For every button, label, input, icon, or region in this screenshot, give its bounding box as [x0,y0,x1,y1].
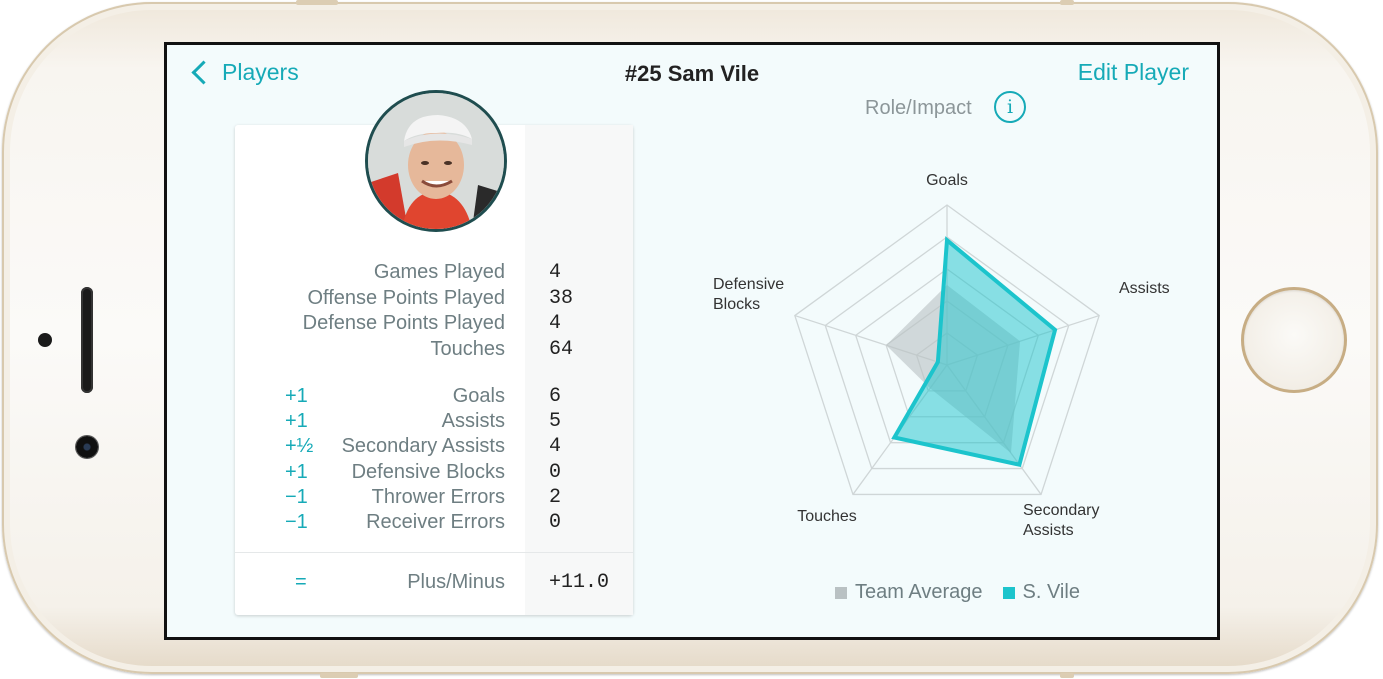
role-impact-radar-chart: Goals Assists Secondary Assists Touches Defen… [713,172,1170,539]
stat-modifier: = [295,571,307,593]
stat-modifier: +1 [285,385,308,407]
stat-value: 4 [549,261,562,284]
stats-card: Games Played 4 Offense Points Played 38 Defe… [235,125,633,615]
stat-modifier: −1 [285,485,308,508]
stat-row: +1 Defensive Blocks 0 [235,461,633,486]
stat-label: Touches [430,337,506,360]
legend-item: S. Vile [1002,581,1080,604]
stat-value: 4 [549,312,562,335]
speaker-grille [81,287,93,393]
stat-label: Plus/Minus [407,571,505,593]
stat-row: +1 Goals 6 [235,385,633,410]
stat-value: 0 [549,511,562,534]
stat-modifier: −1 [285,511,308,533]
radar-axis-label-line: Assists [1119,280,1170,297]
role-impact-label: Role/Impact [865,97,972,119]
radar-axis-label: Defensive Blocks [713,276,784,313]
card-divider [235,552,633,553]
radar-axis-label-line: Touches [797,508,857,525]
radar-axis-label-line: Assists [1023,522,1074,539]
radar-grid-ring [794,204,1100,496]
home-button[interactable] [1241,287,1347,393]
legend-label: S. Vile [1022,581,1080,603]
stat-row: Offense Points Played 38 [235,287,633,312]
values-column [525,125,633,552]
info-icon[interactable]: i [994,91,1026,123]
stat-label: Receiver Errors [366,511,505,533]
radar-axis-label-line: Defensive [713,276,784,293]
plus-minus-row: = Plus/Minus +11.0 [235,571,633,596]
stat-value: 6 [549,385,562,408]
stat-label: Defense Points Played [302,312,505,334]
stat-value: 38 [549,286,574,310]
stat-row: Games Played 4 [235,261,633,286]
stat-row: +1 Assists 5 [235,410,633,435]
radar-axis-label: Touches [797,508,857,525]
stat-label: Goals [452,385,505,407]
proximity-sensor [38,333,52,347]
back-label: Players [222,59,299,85]
legend-label: Team Average [855,581,983,603]
radar-axis-label: Secondary Assists [1023,502,1100,539]
stat-value: +11.0 [549,571,610,594]
edit-player-button[interactable]: Edit Player [1077,59,1189,85]
stat-value: 0 [549,460,562,484]
radar-axis-label: Goals [926,172,968,189]
stat-row: −1 Receiver Errors 0 [235,511,633,536]
phone-top-band-left [296,0,338,5]
app-screen: Players #25 Sam Vile Edit Player Role/Im… [164,42,1220,640]
stat-label: Defensive Blocks [351,460,505,483]
back-button[interactable]: Players [189,59,299,86]
legend-swatch [835,586,847,599]
stat-modifier: +½ [285,435,314,458]
phone-bottom-band-left [320,673,358,678]
legend-item: Team Average [835,581,983,604]
stat-label: Games Played [373,261,505,283]
stat-row: −1 Thrower Errors 2 [235,486,633,511]
radar-axis-label: Assists [1119,280,1170,297]
stat-row: +½ Secondary Assists 4 [235,435,633,460]
stat-row: Touches 64 [235,338,633,363]
legend-swatch [1002,586,1015,599]
phone-bottom-band-right [1060,673,1074,678]
stat-row: Defense Points Played 4 [235,312,633,337]
radar-axis-label-line: Blocks [713,296,760,313]
stat-value: 64 [549,337,574,361]
player-photo [368,93,504,229]
total-value-cell [525,553,633,615]
radar-axis-label-line: Goals [926,172,968,189]
stat-modifier: +1 [285,460,308,483]
stat-label: Thrower Errors [371,485,505,508]
radar-axis-label-line: Secondary [1023,502,1100,519]
stat-label: Assists [441,410,505,433]
player-series-area [891,236,1058,468]
radar-grid-ring [824,236,1070,470]
stat-label: Secondary Assists [341,435,505,458]
stat-value: 2 [549,485,562,509]
chart-legend: Team Average S. Vile [835,581,1100,604]
front-camera [76,436,98,458]
stat-value: 4 [549,435,562,459]
stat-modifier: +1 [285,410,308,433]
player-avatar [365,90,507,232]
stat-value: 5 [549,410,562,434]
page-title: #25 Sam Vile [624,61,760,86]
phone-top-band-right [1060,0,1074,5]
stat-label: Offense Points Played [307,286,505,309]
